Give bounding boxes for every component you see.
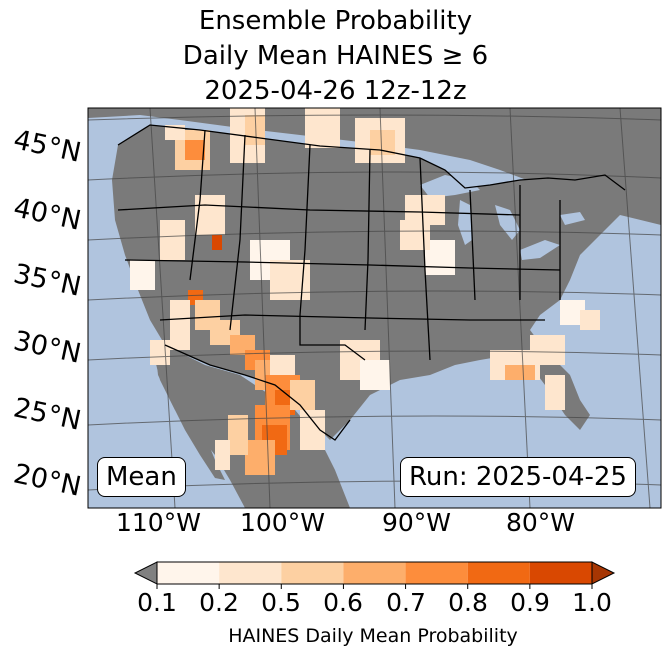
colorbar-over-arrow bbox=[591, 561, 616, 585]
lon-label-100w: 100°W bbox=[240, 508, 325, 537]
graticule-line bbox=[88, 114, 661, 121]
border-line bbox=[229, 134, 246, 331]
colorbar-tick: 0.9 bbox=[510, 588, 550, 617]
state-borders bbox=[117, 124, 626, 441]
probability-cell bbox=[360, 360, 390, 390]
colorbar-bin bbox=[281, 562, 344, 584]
probability-cell bbox=[580, 310, 600, 330]
border-line bbox=[299, 144, 311, 316]
graticule-line bbox=[88, 171, 661, 181]
graticule-lines bbox=[88, 108, 661, 508]
probability-cell bbox=[370, 130, 395, 155]
probability-cell bbox=[270, 355, 295, 375]
stat-badge: Mean bbox=[97, 457, 186, 497]
graticule-line bbox=[254, 108, 271, 508]
graticule-line bbox=[88, 290, 661, 301]
colorbar-bin bbox=[529, 562, 592, 584]
colorbar-tick: 0.7 bbox=[386, 588, 426, 617]
colorbar-bin bbox=[219, 562, 282, 584]
graticule-line bbox=[149, 108, 176, 508]
probability-cell bbox=[165, 125, 185, 140]
border-line bbox=[189, 129, 206, 281]
lon-label-110w: 110°W bbox=[116, 508, 201, 537]
probability-cell bbox=[530, 335, 565, 365]
border-line bbox=[164, 344, 351, 441]
graticule-line bbox=[88, 415, 661, 426]
border-line bbox=[469, 189, 476, 301]
border-line bbox=[124, 259, 561, 271]
border-line bbox=[159, 314, 545, 321]
probability-cell bbox=[185, 140, 205, 160]
colorbar-frame bbox=[156, 561, 593, 585]
probability-cell bbox=[300, 410, 325, 450]
probability-cell bbox=[228, 415, 248, 455]
title-line-1: Ensemble Probability bbox=[198, 6, 473, 36]
colorbar-tick: 1.0 bbox=[572, 588, 612, 617]
colorbar-tick: 0.5 bbox=[261, 588, 301, 617]
colorbar-label: HAINES Daily Mean Probability bbox=[228, 625, 518, 647]
probability-cell bbox=[505, 365, 535, 380]
map-frame bbox=[87, 107, 662, 509]
colorbar-tick: 0.1 bbox=[137, 588, 177, 617]
probability-cell bbox=[245, 440, 275, 475]
border-line bbox=[299, 315, 366, 361]
probability-cell bbox=[400, 220, 430, 250]
probability-cell bbox=[170, 300, 190, 350]
colorbar-tick: 0.2 bbox=[199, 588, 239, 617]
probability-cell bbox=[160, 220, 185, 260]
probability-cell bbox=[545, 375, 565, 410]
great-lakes bbox=[420, 175, 585, 260]
colorbar-bin bbox=[157, 562, 220, 584]
colorbar-tick: 0.8 bbox=[448, 588, 488, 617]
graticule-line bbox=[88, 350, 661, 361]
run-badge: Run: 2025-04-25 bbox=[400, 457, 636, 497]
colorbar-bin bbox=[467, 562, 530, 584]
probability-cell bbox=[150, 340, 170, 365]
graticule-line bbox=[509, 108, 531, 508]
lon-label-90w: 90°W bbox=[382, 508, 452, 537]
border-line bbox=[117, 204, 521, 216]
title-line-2: Daily Mean HAINES ≥ 6 bbox=[182, 41, 489, 71]
border-line bbox=[419, 157, 431, 361]
probability-cell bbox=[212, 235, 222, 250]
probability-cell bbox=[130, 260, 155, 290]
mexico-land bbox=[150, 340, 350, 508]
probability-cell bbox=[305, 108, 340, 148]
usa-land bbox=[112, 125, 625, 440]
canada-land bbox=[88, 108, 661, 225]
baja-land bbox=[155, 345, 225, 480]
lon-label-80w: 80°W bbox=[506, 508, 576, 537]
colorbar bbox=[133, 561, 616, 589]
graticule-line bbox=[619, 108, 651, 508]
graticule-line bbox=[379, 108, 396, 508]
border-line bbox=[364, 149, 371, 331]
colorbar-under-arrow bbox=[133, 561, 158, 585]
graticule-line bbox=[88, 230, 661, 241]
colorbar-tick: 0.6 bbox=[323, 588, 363, 617]
title-line-3: 2025-04-26 12z-12z bbox=[204, 76, 467, 106]
colorbar-bin bbox=[343, 562, 406, 584]
probability-cell bbox=[215, 440, 230, 470]
probability-cell bbox=[290, 380, 315, 410]
border-line bbox=[117, 124, 626, 191]
colorbar-bin bbox=[405, 562, 468, 584]
